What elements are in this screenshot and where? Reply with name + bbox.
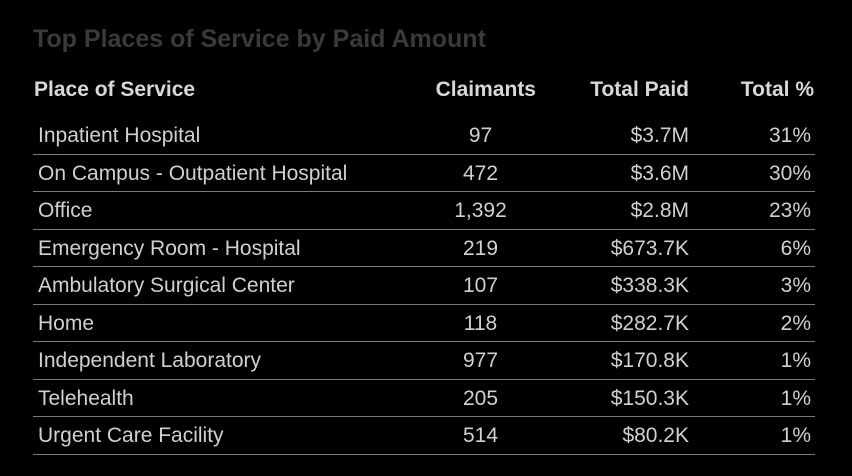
cell-claimants: 219 <box>462 236 499 260</box>
cell-place-of-service: Ambulatory Surgical Center <box>38 274 295 297</box>
cell-place-of-service: Urgent Care Facility <box>38 424 224 447</box>
cell-place-of-service: Inpatient Hospital <box>38 124 201 147</box>
cell-total-paid: $2.8M <box>630 199 689 222</box>
cell-place-of-service: Independent Laboratory <box>38 349 262 372</box>
table-title: Top Places of Service by Paid Amount <box>33 25 486 53</box>
cell-total-percent: 1% <box>780 349 811 372</box>
column-header-claimants: Claimants <box>435 78 536 101</box>
cell-place-of-service: On Campus - Outpatient Hospital <box>38 161 348 185</box>
cell-total-percent: 1% <box>780 424 811 447</box>
cell-claimants: 97 <box>468 124 493 147</box>
cell-claimants: 472 <box>462 161 499 185</box>
table-row: Inpatient Hospital 97 $3.7M 31% <box>33 117 815 155</box>
cell-total-percent: 23% <box>768 199 811 222</box>
cell-claimants: 514 <box>462 424 499 447</box>
cell-place-of-service: Office <box>38 199 93 222</box>
column-header-total-percent: Total % <box>740 78 814 101</box>
cell-total-percent: 3% <box>780 274 811 297</box>
table-row: Independent Laboratory 977 $170.8K 1% <box>33 342 815 380</box>
cell-claimants: 107 <box>462 274 499 297</box>
cell-total-paid: $673.7K <box>610 236 689 260</box>
cell-place-of-service: Telehealth <box>38 386 134 410</box>
cell-claimants: 977 <box>462 349 499 372</box>
table-row: Home 118 $282.7K 2% <box>33 305 815 342</box>
cell-total-paid: $3.6M <box>630 161 689 185</box>
cell-total-percent: 2% <box>780 311 811 335</box>
column-header-total-paid: Total Paid <box>590 78 689 101</box>
table-row: Ambulatory Surgical Center 107 $338.3K 3… <box>33 267 815 305</box>
cell-total-paid: $170.8K <box>610 349 689 372</box>
cell-total-paid: $282.7K <box>610 311 689 335</box>
column-header-place-of-service: Place of Service <box>34 78 196 101</box>
cell-total-percent: 1% <box>780 386 811 410</box>
cell-claimants: 118 <box>463 311 498 335</box>
table-row: Office 1,392 $2.8M 23% <box>33 192 815 230</box>
cell-claimants: 1,392 <box>454 199 507 222</box>
table-row: Emergency Room - Hospital 219 $673.7K 6% <box>33 230 815 267</box>
table-row: On Campus - Outpatient Hospital 472 $3.6… <box>33 155 815 192</box>
cell-place-of-service: Emergency Room - Hospital <box>38 236 301 260</box>
cell-total-paid: $80.2K <box>622 424 689 447</box>
cell-total-percent: 6% <box>780 236 811 260</box>
cell-total-percent: 30% <box>768 161 811 185</box>
table-row: Telehealth 205 $150.3K 1% <box>33 380 815 417</box>
cell-total-paid: $3.7M <box>630 124 689 147</box>
table-body: Inpatient Hospital 97 $3.7M 31% On Campu… <box>33 117 815 455</box>
cell-total-percent: 31% <box>768 124 811 147</box>
cell-place-of-service: Home <box>38 311 95 335</box>
cell-total-paid: $150.3K <box>610 386 689 410</box>
cell-total-paid: $338.3K <box>610 274 689 297</box>
table-row: Urgent Care Facility 514 $80.2K 1% <box>33 417 815 455</box>
table-header: Place of Service Claimants Total Paid To… <box>33 78 815 108</box>
cell-claimants: 205 <box>462 386 499 410</box>
